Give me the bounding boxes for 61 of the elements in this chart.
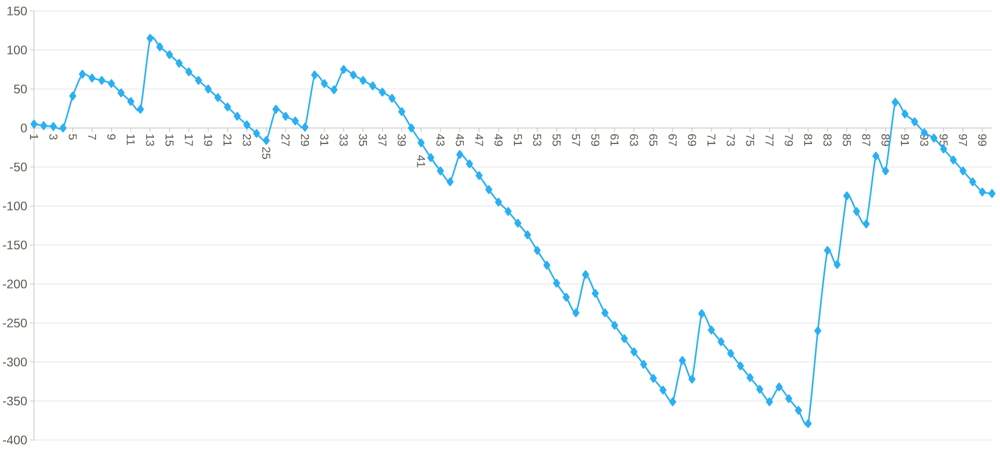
- y-tick-label: -250: [2, 318, 27, 328]
- x-tick-label: 19: [204, 134, 212, 146]
- x-tick-label: 65: [649, 134, 658, 146]
- x-tick-label: 69: [688, 134, 696, 146]
- x-tick-label: 89: [882, 134, 890, 146]
- x-tick-label: 59: [591, 134, 600, 146]
- x-tick-label: 95: [940, 134, 948, 146]
- y-tick-label: -350: [2, 396, 27, 406]
- x-tick-label: 55: [552, 134, 561, 146]
- x-tick-label: 17: [184, 134, 193, 146]
- x-tick-label: 3: [49, 134, 58, 140]
- y-tick-label: -400: [2, 436, 27, 444]
- x-tick-label: 21: [224, 134, 232, 146]
- x-tick-label: 77: [766, 134, 774, 146]
- x-tick-label: 13: [146, 134, 154, 146]
- x-tick-label: 23: [242, 134, 251, 146]
- x-tick-label: 33: [340, 134, 348, 146]
- x-tick-label: 91: [900, 134, 909, 146]
- x-tick-label: 73: [726, 134, 735, 146]
- x-tick-label: 75: [746, 134, 754, 146]
- x-tick-label: 49: [494, 134, 503, 146]
- x-tick-label: 29: [300, 134, 310, 146]
- x-tick-label: 57: [572, 134, 580, 146]
- x-tick-label: 61: [610, 134, 619, 146]
- x-tick-label: 11: [126, 134, 135, 146]
- x-tick-label: 9: [107, 134, 116, 140]
- x-tick-label: 81: [804, 134, 812, 146]
- y-tick-label: 50: [14, 84, 27, 94]
- x-tick-label: 67: [668, 134, 677, 146]
- x-tick-label: 47: [475, 134, 484, 146]
- x-tick-label: 51: [514, 134, 522, 146]
- x-tick-label: 15: [165, 134, 174, 146]
- x-tick-label: 39: [398, 134, 406, 146]
- x-tick-label: 43: [436, 134, 444, 146]
- x-tick-label: 7: [88, 134, 96, 140]
- x-tick-label: 27: [282, 134, 290, 146]
- x-tick-label: 99: [978, 134, 986, 146]
- x-tick-label: 1: [30, 134, 38, 140]
- x-tick-label: 37: [378, 134, 386, 146]
- x-tick-label: 79: [784, 134, 793, 146]
- x-tick-label: 97: [958, 134, 968, 146]
- y-tick-label: -50: [10, 162, 27, 172]
- x-tick-label: 87: [862, 134, 870, 146]
- y-tick-label: 100: [7, 46, 27, 54]
- x-tick-label: 63: [630, 134, 638, 146]
- x-tick-label: 41: [417, 155, 426, 168]
- y-tick-label: 150: [7, 6, 27, 16]
- x-tick-label: 85: [842, 134, 851, 146]
- x-tick-label: 5: [68, 134, 77, 140]
- x-tick-label: 53: [533, 134, 542, 146]
- x-tick-label: 31: [320, 134, 328, 146]
- y-tick-label: -300: [2, 358, 27, 366]
- y-tick-label: 0: [20, 124, 27, 132]
- y-tick-label: -200: [2, 280, 27, 288]
- x-tick-label: 45: [456, 134, 464, 146]
- x-tick-label: 71: [707, 134, 716, 146]
- x-tick-label: 25: [262, 147, 270, 159]
- x-tick-label: 83: [823, 134, 832, 146]
- x-tick-label: 35: [358, 134, 368, 146]
- y-tick-label: -150: [2, 240, 27, 250]
- y-tick-label: -100: [2, 202, 27, 210]
